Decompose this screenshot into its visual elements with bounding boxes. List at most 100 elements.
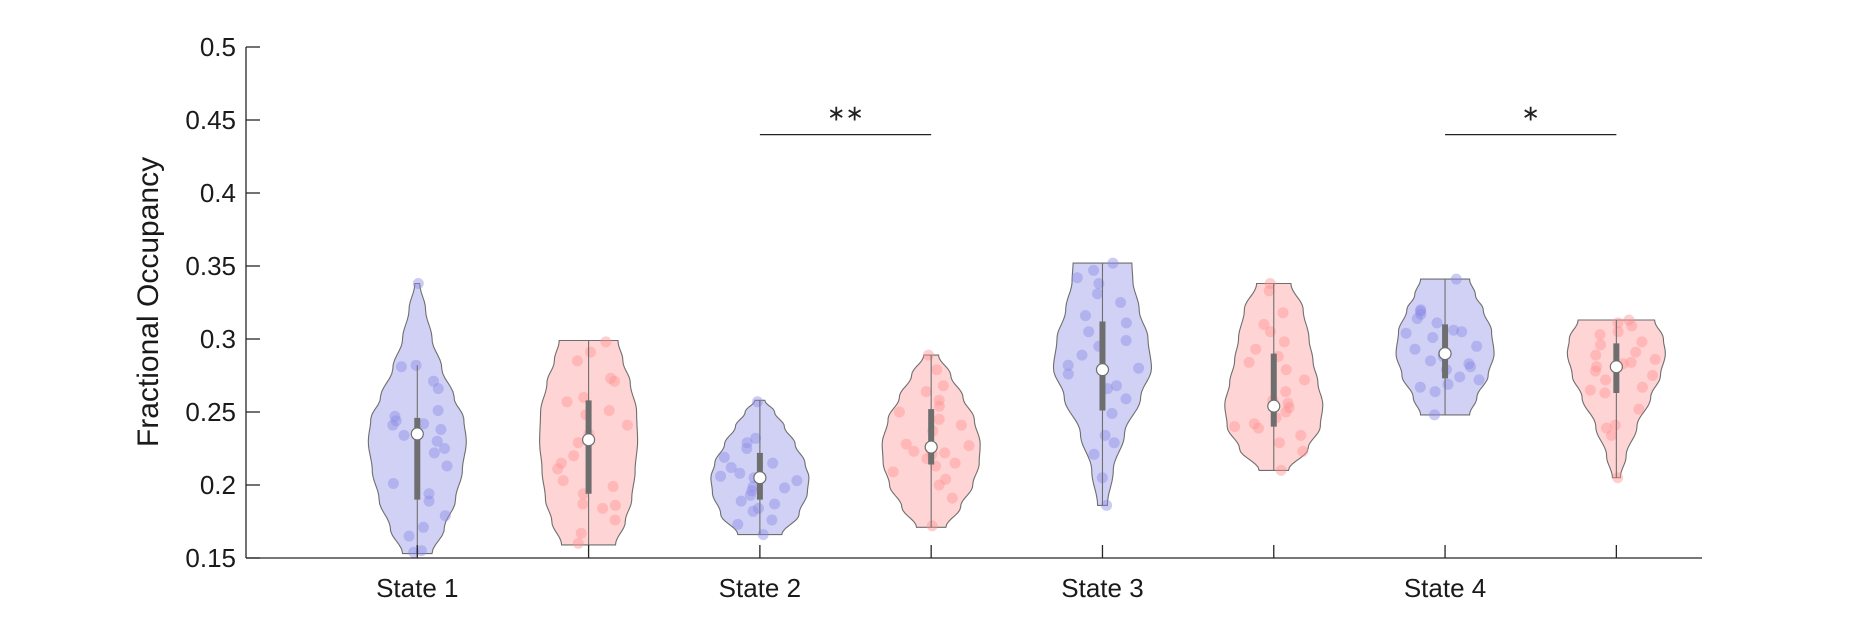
data-point [568, 450, 580, 462]
data-point [428, 375, 439, 387]
data-point [1454, 371, 1466, 383]
data-point [387, 419, 399, 431]
data-point [1280, 364, 1292, 376]
x-tick-label: State 3 [1061, 573, 1143, 603]
data-point [1120, 393, 1132, 405]
data-point [1282, 397, 1294, 409]
data-point [893, 406, 905, 418]
data-point [963, 440, 975, 452]
data-point [572, 437, 584, 449]
data-point [1071, 272, 1083, 284]
data-point [1623, 314, 1635, 326]
data-point [1062, 368, 1074, 380]
data-point [1229, 421, 1241, 433]
data-point [735, 495, 747, 507]
data-point [1107, 257, 1119, 269]
y-tick-label: 0.45 [185, 105, 236, 135]
x-ticks: State 1 State 2 State 3 State 4 [376, 545, 1618, 603]
data-point [1248, 418, 1260, 430]
data-point [1636, 381, 1648, 393]
data-point [415, 545, 427, 557]
data-point [1092, 288, 1103, 300]
data-point [1080, 310, 1091, 322]
data-point [1473, 374, 1485, 386]
data-point [557, 475, 569, 487]
data-point [410, 359, 422, 371]
data-point [769, 498, 781, 510]
data-point [1431, 317, 1443, 329]
data-point [752, 396, 763, 408]
data-point [1295, 429, 1307, 441]
data-point [949, 457, 961, 469]
data-point [1088, 264, 1100, 276]
data-point [1625, 356, 1637, 368]
data-point [1115, 297, 1127, 308]
data-point [418, 418, 430, 430]
data-point [725, 462, 737, 473]
data-point [1101, 499, 1113, 511]
significance-label: ∗∗ [827, 102, 864, 127]
data-point [1120, 335, 1132, 346]
data-point [734, 467, 746, 479]
data-point [597, 502, 609, 514]
data-point [1415, 304, 1427, 316]
data-point [1280, 386, 1292, 398]
violin-group [881, 349, 981, 532]
data-point [1456, 326, 1468, 338]
data-point [1612, 472, 1624, 484]
data-point [1463, 358, 1475, 370]
data-point [1647, 370, 1659, 381]
violin-group [367, 278, 467, 558]
data-point [600, 336, 612, 348]
data-point [1594, 329, 1606, 341]
data-point [395, 361, 407, 373]
median-marker [581, 433, 596, 447]
data-point [603, 405, 615, 416]
data-point [1243, 356, 1255, 368]
data-point [431, 435, 443, 447]
data-point [572, 537, 584, 549]
data-point [1429, 386, 1441, 398]
y-tick-label: 0.15 [185, 543, 236, 573]
data-point [1411, 313, 1423, 325]
data-point [1133, 362, 1145, 374]
data-point [389, 410, 401, 422]
data-point [585, 346, 596, 358]
data-point [1093, 278, 1105, 289]
data-point [741, 437, 753, 449]
data-point [621, 419, 633, 431]
data-point [1076, 349, 1088, 361]
data-point [1589, 365, 1601, 377]
data-point [1606, 429, 1618, 441]
violin-group [710, 396, 810, 541]
data-point [791, 475, 803, 487]
data-point [939, 447, 951, 459]
data-point [1062, 359, 1074, 371]
data-point [1471, 340, 1483, 352]
data-point [920, 386, 932, 398]
data-point [933, 400, 945, 412]
data-point [408, 546, 420, 558]
data-point [1120, 317, 1132, 329]
data-point [390, 415, 402, 427]
data-point [609, 514, 621, 526]
data-point [423, 495, 435, 507]
data-point [1264, 326, 1276, 338]
data-point [575, 527, 587, 539]
median-marker [1267, 399, 1281, 413]
data-point [766, 514, 778, 526]
data-point [1088, 448, 1100, 460]
significance-annotations: ∗∗ ∗ [759, 102, 1617, 136]
data-point [1297, 445, 1309, 457]
data-point [1609, 419, 1621, 431]
data-point [887, 466, 899, 478]
data-point [744, 489, 756, 501]
data-point [931, 364, 943, 376]
data-point [555, 457, 567, 469]
data-point [1273, 437, 1285, 449]
data-point [1630, 346, 1642, 358]
data-point [1278, 336, 1290, 348]
data-point [428, 447, 440, 459]
data-point [1258, 318, 1270, 330]
